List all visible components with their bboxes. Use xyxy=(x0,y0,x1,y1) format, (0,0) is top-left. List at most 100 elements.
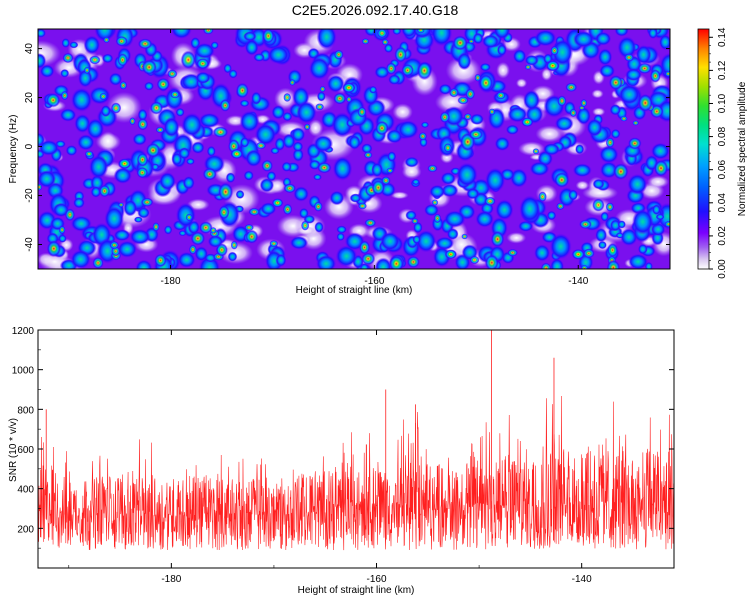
heatmap-bright-blob xyxy=(136,166,149,179)
snr-y-tick-label: 200 xyxy=(17,524,34,535)
heatmap-blob xyxy=(475,210,494,228)
heatmap-bright-blob xyxy=(427,164,438,173)
heatmap-blob xyxy=(175,202,196,228)
heatmap-blob xyxy=(78,69,93,88)
heatmap-bright-blob xyxy=(218,204,230,220)
heatmap-bright-blob xyxy=(64,208,76,222)
heatmap-blob xyxy=(435,236,455,251)
heatmap-bright-blob xyxy=(119,80,128,90)
heatmap-blob xyxy=(655,213,665,220)
heatmap-bright-blob xyxy=(195,57,210,70)
heatmap-blob xyxy=(253,53,265,62)
heatmap-bright-blob xyxy=(145,142,161,158)
heatmap-bright-blob xyxy=(381,176,391,186)
heatmap-blob xyxy=(496,44,507,56)
heatmap-blob xyxy=(245,149,262,168)
heatmap-blob xyxy=(597,48,613,66)
heatmap-bright-blob xyxy=(637,93,653,113)
heatmap-bright-blob xyxy=(202,29,214,35)
heatmap-blob xyxy=(637,243,648,255)
heatmap-bright-blob xyxy=(649,69,661,83)
heatmap-blob xyxy=(392,29,402,36)
heatmap-blob xyxy=(481,34,500,49)
snr-series-line xyxy=(38,395,674,551)
heatmap-bright-blob xyxy=(202,167,217,181)
snr-x-tick-label: -140 xyxy=(572,574,592,585)
heatmap-blob xyxy=(195,71,211,84)
heatmap-bright-blob xyxy=(117,53,129,67)
heatmap-blob xyxy=(177,251,196,268)
heatmap-blob xyxy=(308,57,330,80)
heatmap-blob xyxy=(38,29,47,38)
heatmap-bright-blob xyxy=(218,182,234,202)
heatmap-low-region xyxy=(445,56,482,85)
heatmap-blob xyxy=(635,44,652,65)
heatmap-blob xyxy=(159,172,176,191)
heatmap-bright-blob xyxy=(488,108,496,116)
heatmap-bright-blob xyxy=(215,243,228,257)
heatmap-bright-blob xyxy=(230,240,238,250)
heatmap-blob xyxy=(523,89,540,111)
heatmap-bright-blob xyxy=(374,120,389,136)
snr-x-label: Height of straight line (km) xyxy=(298,585,415,596)
heatmap-blob xyxy=(292,147,304,162)
heatmap-blob xyxy=(348,134,361,150)
heatmap-bright-blob xyxy=(248,207,261,217)
heatmap-bright-blob xyxy=(140,197,154,207)
heatmap-blob xyxy=(271,105,286,120)
heatmap-blob xyxy=(175,107,185,117)
heatmap-bright-blob xyxy=(416,29,425,34)
heatmap-blob xyxy=(371,162,383,178)
heatmap-blob xyxy=(90,186,102,198)
heatmap-bright-blob xyxy=(385,62,397,75)
heatmap-bright-blob xyxy=(110,102,122,114)
heatmap-bright-blob xyxy=(606,259,621,269)
heatmap-bright-blob xyxy=(386,167,394,174)
heatmap-blob xyxy=(225,172,236,184)
heatmap-blob xyxy=(104,206,125,232)
heatmap-blob xyxy=(227,251,238,262)
heatmap-blob xyxy=(625,68,642,82)
heatmap-bright-blob xyxy=(557,95,567,107)
heatmap-bright-blob xyxy=(540,262,552,269)
heatmap-bright-blob xyxy=(406,255,421,269)
heatmap-blob xyxy=(282,133,296,149)
heatmap-bright-blob xyxy=(83,66,91,74)
heatmap-bright-blob xyxy=(118,202,125,208)
heatmap-bright-blob xyxy=(632,120,640,126)
heatmap-blob xyxy=(210,41,219,50)
heatmap-bright-blob xyxy=(443,142,453,153)
heatmap-blob xyxy=(457,52,472,71)
heatmap-bright-blob xyxy=(495,91,506,100)
heatmap-blob xyxy=(568,189,579,201)
heatmap-blob xyxy=(519,195,541,223)
heatmap-blob xyxy=(472,32,484,45)
heatmap-blob xyxy=(413,221,423,234)
heatmap-bright-blob xyxy=(532,148,540,155)
heatmap-blob xyxy=(296,101,317,124)
heatmap-blob xyxy=(113,229,131,242)
heatmap-bright-blob xyxy=(361,38,370,45)
heatmap-bright-blob xyxy=(89,55,101,65)
heatmap-blob xyxy=(599,63,616,78)
heatmap-blob xyxy=(411,178,420,186)
heatmap-blob xyxy=(446,228,459,240)
colorbar-tick-label: 0.14 xyxy=(717,27,728,47)
heatmap-blob xyxy=(550,258,565,269)
heatmap-blob xyxy=(469,113,485,125)
heatmap-blob xyxy=(388,74,401,85)
heatmap-blob xyxy=(609,219,621,232)
chart-title: C2E5.2026.092.17.40.G18 xyxy=(291,2,459,18)
heatmap-blob xyxy=(632,208,654,235)
snr-y-axis: 200 400 600 800 1000 1200 xyxy=(12,326,674,549)
heatmap-blob xyxy=(259,177,275,193)
colorbar-ticks: 0.00 0.02 0.04 0.06 0.08 0.10 0.12 0.14 xyxy=(709,27,728,279)
heatmap-blob xyxy=(440,171,456,185)
heatmap-bright-blob xyxy=(115,35,128,47)
heatmap-blob xyxy=(615,232,624,239)
heatmap-blob xyxy=(170,29,192,39)
colorbar-gradient xyxy=(697,28,710,270)
heatmap-bright-blob xyxy=(137,38,153,50)
heatmap-blob xyxy=(243,170,254,181)
